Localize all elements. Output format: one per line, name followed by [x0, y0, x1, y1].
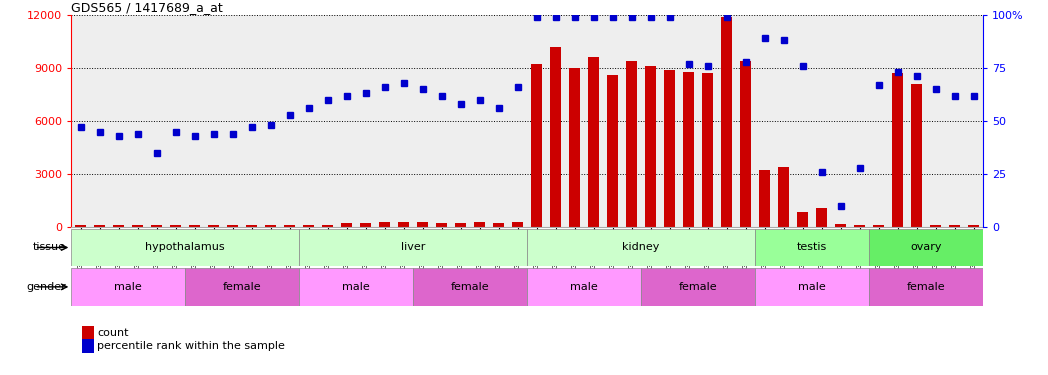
- Text: GDS565 / 1417689_a_at: GDS565 / 1417689_a_at: [71, 1, 223, 14]
- Bar: [778, 167, 789, 227]
- Text: female: female: [451, 282, 489, 292]
- Text: ovary: ovary: [911, 243, 942, 252]
- Bar: [246, 225, 258, 227]
- Text: gender: gender: [26, 282, 66, 292]
- Bar: [755, 229, 869, 266]
- Text: count: count: [97, 328, 129, 338]
- Bar: [189, 225, 200, 227]
- Bar: [930, 225, 941, 227]
- Bar: [359, 223, 371, 227]
- Bar: [185, 268, 299, 306]
- Bar: [702, 73, 714, 227]
- Bar: [511, 222, 523, 227]
- Bar: [94, 225, 106, 227]
- Bar: [413, 268, 527, 306]
- Bar: [113, 225, 125, 227]
- Bar: [683, 72, 694, 227]
- Bar: [663, 70, 675, 227]
- Bar: [626, 61, 637, 227]
- Bar: [641, 268, 755, 306]
- Text: tissue: tissue: [34, 243, 66, 252]
- Bar: [968, 225, 979, 227]
- Bar: [607, 75, 618, 227]
- Bar: [759, 170, 770, 227]
- Bar: [322, 225, 333, 227]
- Bar: [455, 223, 466, 227]
- Bar: [550, 47, 562, 227]
- Text: liver: liver: [401, 243, 425, 252]
- Text: female: female: [223, 282, 262, 292]
- Bar: [721, 17, 733, 227]
- Bar: [398, 222, 410, 227]
- Text: female: female: [907, 282, 945, 292]
- Bar: [740, 61, 751, 227]
- Bar: [527, 268, 641, 306]
- Bar: [569, 68, 581, 227]
- Bar: [284, 225, 296, 227]
- Bar: [531, 64, 543, 227]
- Bar: [379, 222, 390, 227]
- Text: hypothalamus: hypothalamus: [146, 243, 225, 252]
- Bar: [474, 222, 485, 227]
- Bar: [417, 222, 429, 227]
- Text: male: male: [570, 282, 598, 292]
- Bar: [854, 225, 866, 227]
- Bar: [436, 223, 447, 227]
- Bar: [299, 268, 413, 306]
- Bar: [132, 225, 144, 227]
- Bar: [815, 209, 827, 227]
- Text: kidney: kidney: [623, 243, 660, 252]
- Bar: [835, 224, 847, 227]
- Bar: [873, 225, 885, 227]
- Bar: [869, 268, 983, 306]
- Text: percentile rank within the sample: percentile rank within the sample: [97, 341, 285, 351]
- Bar: [527, 229, 755, 266]
- Bar: [948, 225, 960, 227]
- Bar: [892, 73, 903, 227]
- Text: male: male: [343, 282, 370, 292]
- Text: male: male: [114, 282, 143, 292]
- Bar: [869, 229, 983, 266]
- Bar: [796, 212, 808, 227]
- Bar: [71, 229, 299, 266]
- Text: male: male: [799, 282, 826, 292]
- Bar: [588, 57, 599, 227]
- Bar: [493, 223, 504, 227]
- Bar: [227, 225, 239, 227]
- Bar: [265, 225, 277, 227]
- Bar: [208, 225, 219, 227]
- Text: female: female: [679, 282, 718, 292]
- Bar: [170, 225, 181, 227]
- Bar: [341, 224, 352, 227]
- Bar: [755, 268, 869, 306]
- Bar: [151, 225, 162, 227]
- Text: testis: testis: [796, 243, 827, 252]
- Bar: [299, 229, 527, 266]
- Bar: [71, 268, 185, 306]
- Bar: [75, 225, 86, 227]
- Bar: [645, 66, 656, 227]
- Bar: [303, 225, 314, 227]
- Bar: [911, 84, 922, 227]
